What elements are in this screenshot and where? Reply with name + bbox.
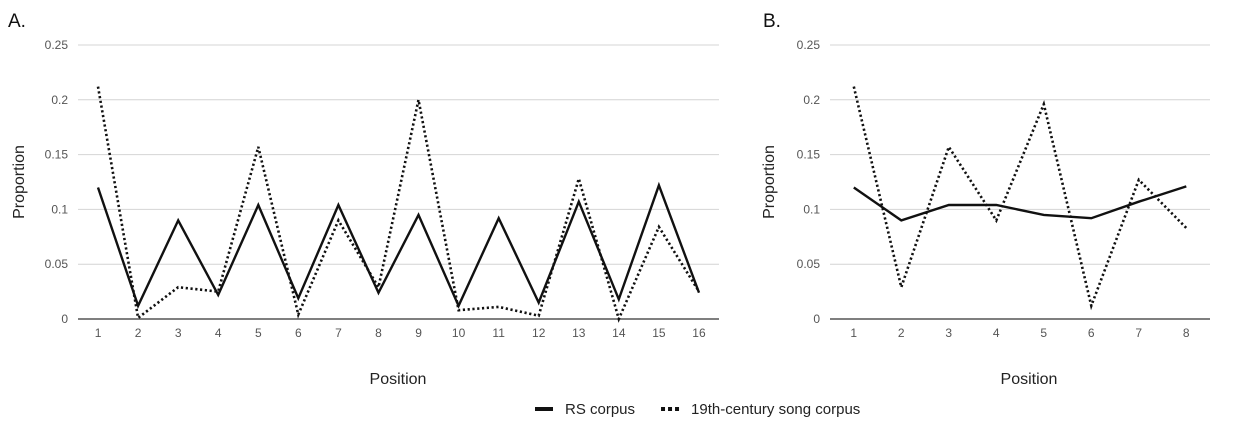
x-axis-title: Position [370, 371, 427, 388]
series-line-19th-century [96, 86, 701, 323]
series-line-rs-corpus [853, 185, 1187, 222]
x-tick-label: 1 [95, 326, 102, 340]
legend-item-label: 19th-century song corpus [691, 401, 860, 418]
y-tick-label: 0.25 [797, 38, 821, 52]
x-tick-label: 6 [295, 326, 302, 340]
y-tick-label: 0.1 [51, 202, 68, 216]
x-tick-label: 4 [993, 326, 1000, 340]
y-tick-label: 0.1 [803, 202, 820, 216]
x-tick-label: 7 [1135, 326, 1142, 340]
x-tick-label: 10 [452, 326, 466, 340]
y-tick-label: 0.2 [51, 93, 68, 107]
legend-item-label: RS corpus [565, 401, 635, 418]
x-tick-label: 2 [135, 326, 142, 340]
y-axis-title: Proportion [761, 145, 778, 219]
x-tick-label: 2 [898, 326, 905, 340]
panel-a: A.00.050.10.150.20.251 2 3 4 5 6 7 8 9 10 11 12 13 14… [8, 11, 719, 388]
series-line-19th-century [852, 86, 1188, 311]
y-tick-label: 0.05 [797, 257, 821, 271]
x-tick-label: 5 [1040, 326, 1047, 340]
x-tick-label: 5 [255, 326, 262, 340]
panel-b: B. 0 0.05 0.1 0.15 0.2 0.25 1 2 3 4 5 6 7 8 Proportion P… [761, 11, 1210, 388]
x-tick-label: 14 [612, 326, 626, 340]
y-tick-label: 0 [61, 312, 68, 326]
x-tick-label: 11 [492, 326, 505, 340]
y-tick-label: 0.2 [803, 93, 820, 107]
y-tick-label: 0.25 [45, 38, 69, 52]
x-axis-title: Position [1001, 371, 1058, 388]
x-tick-label: 8 [375, 326, 382, 340]
x-tick-label: 9 [415, 326, 422, 340]
x-tick-label: 8 [1183, 326, 1190, 340]
y-tick-label: 0.15 [45, 148, 69, 162]
y-tick-label: 0.05 [45, 257, 69, 271]
x-tick-label: 4 [215, 326, 222, 340]
x-tick-label: 16 [692, 326, 706, 340]
y-axis-title: Proportion [11, 145, 28, 219]
x-tick-label: 1 [850, 326, 857, 340]
x-tick-label: 7 [335, 326, 342, 340]
x-tick-label: 6 [1088, 326, 1095, 340]
x-tick-label: 3 [175, 326, 182, 340]
y-tick-label: 0.15 [797, 148, 821, 162]
panel-label: B. [763, 11, 781, 32]
x-tick-label: 12 [532, 326, 546, 340]
legend: RS corpus 19th-century song corpus [535, 401, 860, 418]
x-tick-label: 15 [652, 326, 666, 340]
panel-label: A. [8, 11, 26, 32]
y-tick-label: 0 [813, 312, 820, 326]
x-tick-label: 13 [572, 326, 586, 340]
x-tick-label: 3 [945, 326, 952, 340]
